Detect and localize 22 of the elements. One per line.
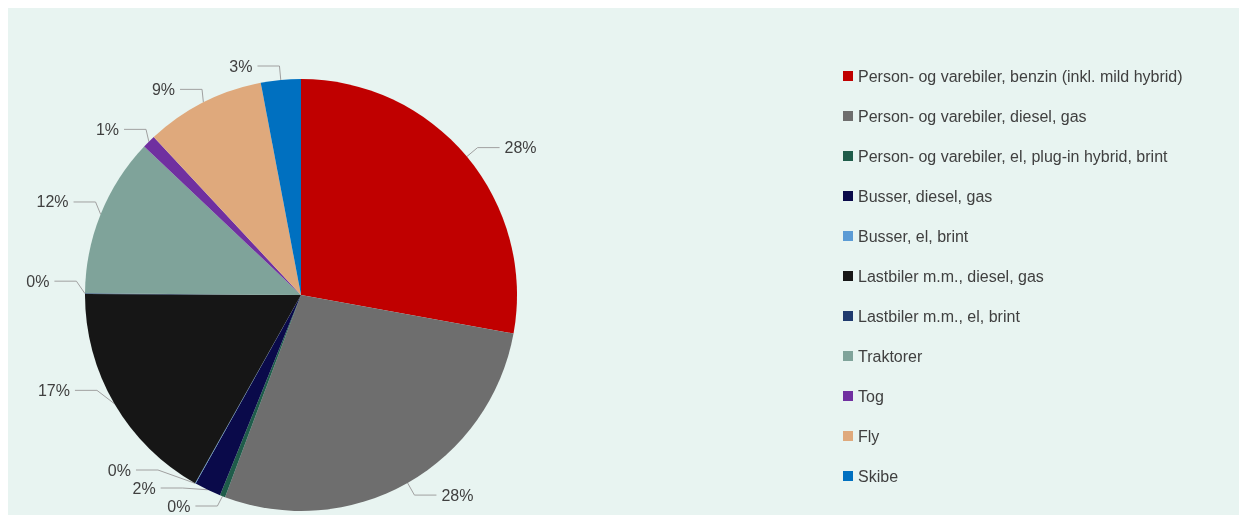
legend-label: Lastbiler m.m., el, brint (858, 307, 1021, 325)
legend-label: Fly (858, 427, 880, 445)
data-label: 9% (151, 80, 176, 98)
legend-label: Traktorer (858, 347, 923, 365)
data-label: 1% (95, 120, 120, 138)
legend-label: Person- og varebiler, benzin (inkl. mild hybrid) (858, 67, 1183, 85)
data-label: 2% (132, 479, 156, 497)
data-label: 0% (26, 272, 50, 290)
data-label: 0% (107, 461, 131, 479)
legend-label: Tog (858, 387, 884, 405)
data-label: 28% (441, 486, 474, 504)
data-label: 17% (37, 381, 70, 399)
legend-label: Person- og varebiler, diesel, gas (858, 107, 1087, 125)
data-label: 28% (504, 139, 537, 157)
legend-label: Lastbiler m.m., diesel, gas (858, 267, 1044, 285)
legend-label: Skibe (858, 467, 899, 485)
legend-label: Busser, diesel, gas (858, 187, 993, 205)
data-label: 0% (167, 497, 191, 515)
data-label: 3% (229, 57, 253, 75)
legend-label: Person- og varebiler, el, plug-in hybrid, brint (858, 147, 1169, 165)
data-label: 12% (36, 193, 69, 211)
legend-label: Busser, el, brint (858, 227, 969, 245)
